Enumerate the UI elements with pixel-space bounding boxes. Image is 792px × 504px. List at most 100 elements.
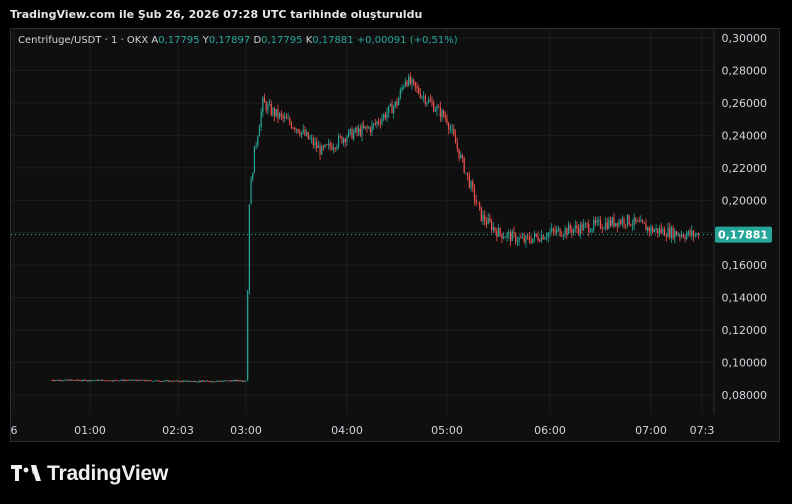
- candle-body: [353, 132, 355, 139]
- candle-body: [545, 237, 548, 239]
- candle-body: [185, 380, 187, 382]
- candle-body: [601, 228, 603, 229]
- candle-body: [93, 380, 95, 382]
- candle-body: [562, 235, 565, 236]
- candle-body: [579, 224, 581, 234]
- candle-body: [650, 227, 652, 232]
- candle-body: [653, 230, 655, 232]
- candle-body: [329, 143, 331, 147]
- candle-body: [229, 380, 232, 382]
- candle-body: [660, 228, 662, 233]
- y-tick-label: 0,12000: [722, 324, 768, 337]
- tradingview-logo-text: TradingView: [47, 462, 169, 485]
- candle-body: [346, 136, 348, 143]
- candle-body: [88, 380, 90, 381]
- candle-body: [220, 381, 222, 382]
- candle-body: [152, 380, 154, 382]
- candle-body: [606, 222, 608, 229]
- candle-body: [631, 224, 634, 226]
- candle-body: [679, 234, 681, 237]
- candle-body: [103, 379, 105, 381]
- candle-body: [128, 379, 130, 381]
- candle-body: [74, 380, 76, 381]
- candle-body: [124, 380, 126, 382]
- candle-body: [319, 146, 321, 155]
- candle-body: [219, 380, 221, 382]
- candle-body: [135, 379, 137, 381]
- candle-body: [399, 90, 401, 99]
- candle-body: [611, 217, 613, 226]
- candle-body: [521, 237, 524, 238]
- candle-body: [327, 143, 330, 145]
- candle-body: [551, 228, 553, 232]
- candle-body: [670, 227, 672, 238]
- candle-body: [698, 233, 700, 235]
- candle-body: [173, 380, 175, 382]
- candle-body: [164, 380, 167, 382]
- candle-body: [239, 380, 241, 382]
- candle-body: [182, 381, 184, 382]
- candle-body: [686, 234, 688, 239]
- candle-body: [539, 240, 541, 242]
- x-tick-label: 06:00: [534, 424, 566, 437]
- candle-body: [180, 380, 183, 382]
- candle-body: [61, 380, 63, 382]
- candle-body: [561, 235, 563, 237]
- candle-body: [92, 380, 94, 382]
- candle-body: [326, 144, 328, 146]
- legend-high-value: 0,17897: [208, 35, 251, 46]
- y-tick-label: 0,08000: [722, 389, 768, 402]
- candle-body: [638, 220, 640, 222]
- y-tick-label: 0,14000: [722, 292, 768, 305]
- candle-body: [589, 231, 591, 233]
- candle-body: [143, 379, 146, 381]
- candle-body: [662, 228, 664, 233]
- candle-body: [141, 380, 143, 381]
- candle-body: [192, 381, 195, 382]
- candle-body: [436, 106, 438, 111]
- candle-body: [448, 123, 450, 130]
- candle-body: [155, 380, 157, 382]
- candle-body: [263, 97, 266, 103]
- candle-body: [125, 380, 127, 382]
- candle-body: [294, 128, 296, 130]
- candle-body: [86, 380, 89, 382]
- candle-body: [591, 229, 593, 232]
- candle-body: [71, 379, 73, 381]
- candle-body: [127, 380, 129, 382]
- candle-body: [566, 228, 568, 235]
- candle-body: [231, 380, 233, 382]
- candle-body: [535, 233, 537, 237]
- candle-body: [267, 104, 269, 111]
- candle-body: [97, 380, 99, 381]
- candle-body: [508, 232, 510, 234]
- candle-body: [295, 129, 298, 130]
- candle-body: [83, 379, 85, 381]
- candle-body: [99, 379, 101, 381]
- candle-body: [456, 143, 458, 149]
- candle-body: [213, 381, 215, 383]
- candle-body: [216, 381, 218, 382]
- candle-body: [574, 225, 576, 230]
- candle-body: [80, 380, 82, 382]
- candle-body: [467, 172, 469, 176]
- candle-body: [228, 380, 230, 382]
- candle-body: [374, 123, 376, 125]
- candle-body: [332, 148, 335, 150]
- candle-body: [225, 380, 227, 382]
- candle-body: [429, 99, 431, 102]
- candle-body: [576, 225, 578, 229]
- candle-body: [366, 126, 368, 128]
- candle-body: [84, 379, 86, 381]
- y-tick-label: 0,16000: [722, 259, 768, 272]
- candle-body: [120, 380, 122, 382]
- candle-body: [687, 230, 689, 235]
- candle-body: [290, 123, 293, 128]
- candle-body: [484, 215, 486, 222]
- candle-body: [643, 222, 645, 224]
- candle-body: [344, 138, 346, 143]
- candle-body: [528, 236, 530, 241]
- candle-body: [257, 136, 259, 145]
- candle-body: [107, 380, 109, 382]
